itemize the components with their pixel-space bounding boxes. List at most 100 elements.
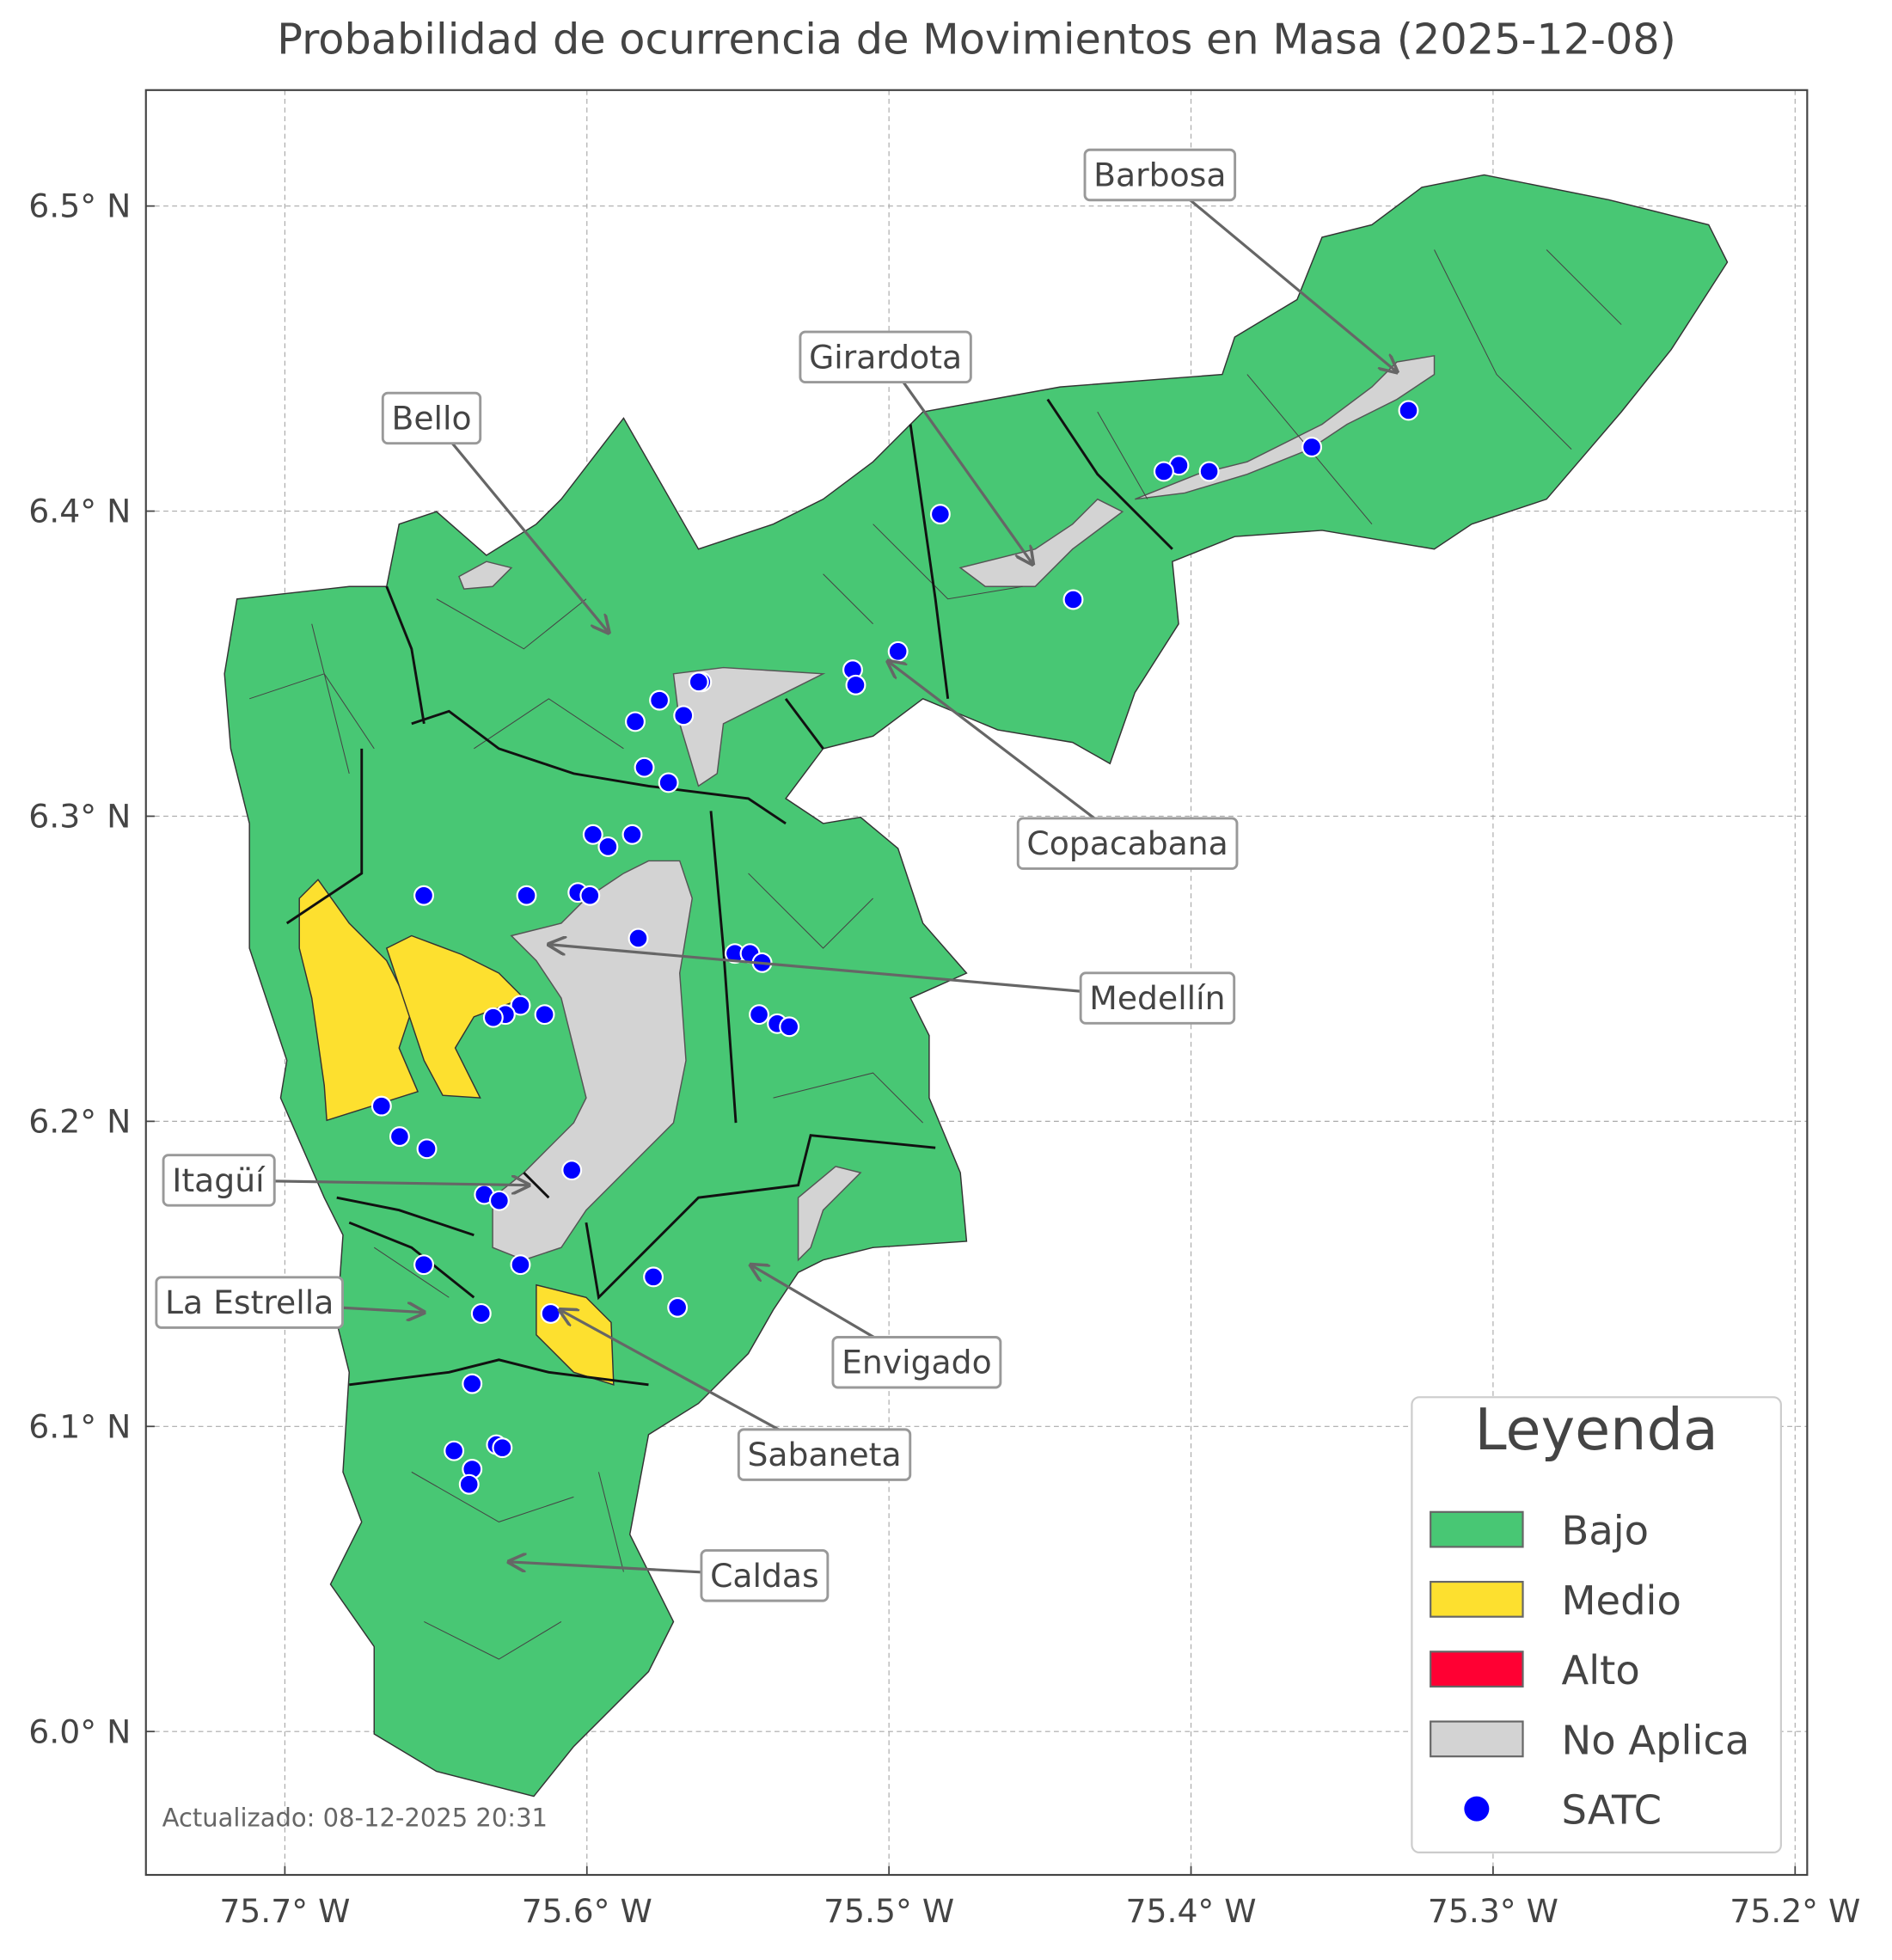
x-tick-label: 75.5° W <box>824 1892 954 1930</box>
legend-marker <box>1464 1796 1490 1822</box>
satc-point <box>1301 437 1323 458</box>
satc-point <box>688 671 709 693</box>
satc-point <box>540 1303 561 1324</box>
no-aplica-area <box>1135 354 1436 500</box>
legend-swatch <box>1430 1580 1524 1618</box>
axes: 75.7° W 75.6° W 75.5° W 75.4° W 75.3° W 75.2°… <box>28 187 1860 1930</box>
legend-label: Medio <box>1562 1577 1681 1624</box>
satc-point <box>534 1004 555 1026</box>
no-aplica-area <box>797 1166 862 1262</box>
annotation-label: Bello <box>391 399 471 437</box>
satc-point <box>667 1296 689 1318</box>
annotation-label: Sabaneta <box>747 1436 901 1473</box>
satc-point <box>413 885 434 906</box>
x-tick-label: 75.6° W <box>522 1892 652 1930</box>
satc-point <box>634 756 655 778</box>
y-tick-label: 6.0° N <box>28 1712 131 1750</box>
satc-point <box>845 674 866 695</box>
annotation-box <box>737 1428 912 1481</box>
no-aplica-area <box>958 498 1124 587</box>
region-area <box>223 174 1729 1798</box>
satc-point <box>658 772 679 793</box>
y-tick-label: 6.3° N <box>28 798 131 836</box>
annotation-label: Copacabana <box>1026 824 1228 862</box>
y-tick-label: 6.5° N <box>28 187 131 225</box>
satc-point <box>482 1007 504 1028</box>
legend-swatch <box>1430 1720 1524 1758</box>
legend: Leyenda Bajo Medio Alto No Aplica SATC <box>1411 1396 1782 1853</box>
annotation-label: Medellín <box>1089 979 1225 1017</box>
satc-point <box>370 1095 392 1117</box>
satc-point <box>416 1138 438 1160</box>
satc-point <box>510 1254 531 1276</box>
satc-point <box>597 836 619 857</box>
satc-point <box>779 1016 800 1038</box>
x-tick-label: 75.7° W <box>219 1892 350 1930</box>
medio-area <box>298 879 419 1122</box>
y-tick-label: 6.4° N <box>28 493 131 530</box>
annotation-box <box>700 1549 830 1602</box>
annotation-arrow <box>884 356 1032 564</box>
annotation-box <box>799 330 972 384</box>
municipal-boundary <box>285 398 1173 1387</box>
satc-point <box>579 885 601 906</box>
legend-title: Leyenda <box>1475 1396 1718 1463</box>
satc-point <box>389 1126 410 1148</box>
annotation-label: Envigado <box>842 1344 992 1381</box>
annotation-label: Barbosa <box>1093 156 1226 194</box>
annotation-arrow <box>888 661 1129 845</box>
satc-point <box>492 1437 513 1459</box>
annotation-box <box>1079 971 1236 1025</box>
satc-point <box>887 640 909 662</box>
satc-point <box>413 1254 434 1276</box>
annotation-label: Itagüí <box>172 1161 266 1199</box>
annotation-box <box>1083 148 1237 202</box>
satc-point <box>510 995 531 1016</box>
medio-area <box>385 934 525 1099</box>
map-title: Probabilidad de ocurrencia de Movimiento… <box>277 15 1676 64</box>
annotation-label: Girardota <box>809 338 962 376</box>
satc-point <box>458 1473 480 1495</box>
satc-points <box>370 400 1419 1495</box>
legend-swatch <box>1430 1651 1524 1688</box>
x-tick-label: 75.3° W <box>1428 1892 1558 1930</box>
no-aplica-area <box>672 666 826 787</box>
satc-point <box>582 824 603 845</box>
footnote: Actualizado: 08-12-2025 20:31 <box>162 1803 548 1832</box>
satc-point <box>488 1190 510 1211</box>
satc-point <box>625 711 646 732</box>
y-tick-label: 6.1° N <box>28 1407 131 1445</box>
annotation-box <box>381 391 482 445</box>
satc-point <box>1198 461 1220 482</box>
satc-point <box>1398 400 1419 421</box>
legend-label: Bajo <box>1562 1508 1650 1554</box>
satc-point <box>929 504 951 525</box>
no-aplica-area <box>458 560 513 590</box>
annotation-arrow <box>430 417 609 633</box>
municipalities <box>223 174 1729 1798</box>
annotation-label: La Estrella <box>165 1283 334 1321</box>
satc-point <box>516 885 537 906</box>
annotation-box <box>162 1154 276 1207</box>
legend-swatch <box>1430 1510 1524 1548</box>
annotation-box <box>155 1276 344 1329</box>
legend-label: Alto <box>1562 1647 1640 1694</box>
no-aplica-area <box>492 860 693 1261</box>
annotation-label: Caldas <box>710 1557 819 1595</box>
plot-frame <box>144 89 1809 1877</box>
annotations: Barbosa Girardota Bello Copacabana Medellín I… <box>155 148 1397 1602</box>
annotation-arrow <box>1159 174 1397 371</box>
satc-point <box>621 824 643 845</box>
legend-label: SATC <box>1562 1787 1662 1834</box>
satc-point <box>628 928 649 949</box>
satc-point <box>462 1373 483 1394</box>
satc-point <box>1062 589 1084 610</box>
legend-box <box>1411 1396 1782 1853</box>
annotation-box <box>1016 817 1239 870</box>
satc-point <box>561 1160 583 1181</box>
x-tick-label: 75.2° W <box>1730 1892 1860 1930</box>
satc-point <box>749 1004 770 1026</box>
